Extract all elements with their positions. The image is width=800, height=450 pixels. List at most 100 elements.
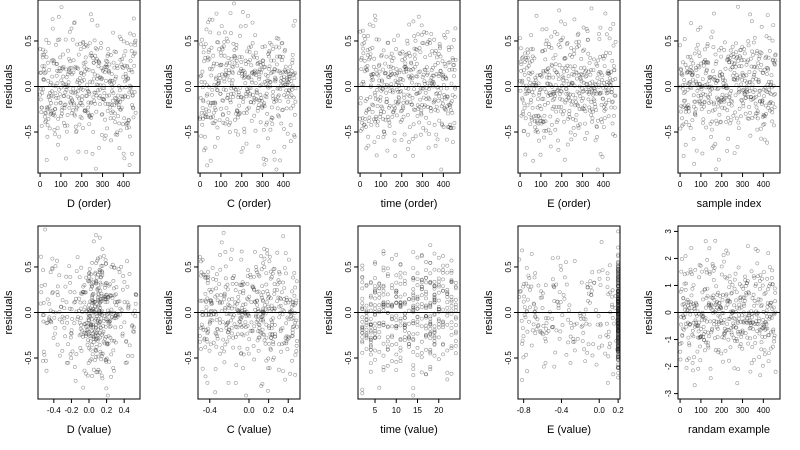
data-point xyxy=(278,303,283,308)
data-point xyxy=(423,90,428,95)
data-point xyxy=(92,329,97,334)
data-point xyxy=(373,117,378,121)
data-point xyxy=(402,70,406,75)
data-point xyxy=(407,336,411,341)
data-point xyxy=(274,44,279,49)
data-point xyxy=(40,64,45,69)
data-point xyxy=(215,88,220,93)
data-point xyxy=(692,355,696,360)
data-point xyxy=(365,48,370,53)
data-point xyxy=(39,105,44,110)
data-point xyxy=(390,114,395,119)
data-point xyxy=(710,296,715,301)
data-point xyxy=(710,108,715,113)
data-point xyxy=(721,331,726,336)
data-point xyxy=(445,263,450,268)
data-point xyxy=(109,352,114,357)
data-point xyxy=(84,324,88,329)
data-point xyxy=(208,342,213,347)
data-point xyxy=(710,127,714,132)
data-point xyxy=(105,109,110,113)
data-point xyxy=(535,118,539,123)
data-point xyxy=(93,53,98,58)
data-point xyxy=(771,327,776,332)
data-point xyxy=(198,96,203,100)
data-point xyxy=(238,95,243,100)
data-point xyxy=(419,111,424,116)
data-point xyxy=(765,326,770,331)
data-point xyxy=(126,118,131,123)
data-point xyxy=(70,99,75,104)
x-tick-label: 20 xyxy=(434,406,443,415)
data-point xyxy=(690,286,695,291)
data-point xyxy=(595,167,600,172)
data-point xyxy=(737,89,742,94)
data-point xyxy=(700,77,705,82)
data-point xyxy=(133,110,138,115)
data-point xyxy=(448,122,453,127)
data-point xyxy=(442,107,447,112)
data-point xyxy=(377,335,382,340)
data-point xyxy=(529,33,534,38)
data-point xyxy=(94,58,99,63)
data-point xyxy=(107,359,112,364)
data-point xyxy=(427,97,432,102)
data-point xyxy=(603,351,608,356)
data-point xyxy=(607,81,612,85)
data-point xyxy=(613,77,618,81)
data-point xyxy=(291,23,296,28)
data-point xyxy=(755,329,760,334)
data-point xyxy=(539,289,544,294)
data-point xyxy=(210,88,215,92)
data-point xyxy=(104,78,108,83)
x-tick-label: 0 xyxy=(678,406,683,415)
data-point xyxy=(280,54,285,59)
data-point xyxy=(280,70,285,75)
data-point xyxy=(381,251,386,256)
data-point xyxy=(96,286,101,291)
data-point xyxy=(115,132,120,137)
data-point xyxy=(380,106,385,111)
data-point xyxy=(680,123,685,128)
data-point xyxy=(428,260,433,265)
data-point xyxy=(755,322,759,326)
data-point xyxy=(264,91,269,96)
data-point xyxy=(133,50,137,55)
data-point xyxy=(685,271,690,276)
data-point xyxy=(104,261,108,266)
x-tick-label: 300 xyxy=(96,180,110,189)
data-point xyxy=(115,63,119,68)
y-tick-label: 0.5 xyxy=(24,261,33,273)
x-tick-label: 300 xyxy=(416,180,430,189)
data-point xyxy=(424,303,428,308)
data-point xyxy=(213,108,218,112)
data-point xyxy=(245,331,250,336)
data-point xyxy=(399,138,404,142)
x-tick-label: -0.4 xyxy=(47,406,61,415)
data-point xyxy=(220,45,225,50)
data-point xyxy=(213,309,218,314)
data-point xyxy=(542,114,547,118)
data-point xyxy=(102,297,107,301)
data-point xyxy=(217,118,222,123)
data-point xyxy=(114,313,118,318)
data-point xyxy=(379,89,384,93)
data-point xyxy=(526,64,531,68)
data-point xyxy=(565,42,569,47)
data-point xyxy=(717,300,722,305)
data-point xyxy=(243,311,248,316)
data-point xyxy=(690,73,695,77)
data-point xyxy=(432,342,437,347)
data-point xyxy=(223,305,228,310)
data-point xyxy=(432,296,437,301)
data-point xyxy=(571,336,576,341)
data-point xyxy=(368,280,373,285)
data-point xyxy=(87,115,92,119)
data-point xyxy=(293,352,298,357)
data-point xyxy=(749,97,754,102)
data-point xyxy=(272,323,277,327)
data-point xyxy=(681,154,686,158)
data-point xyxy=(285,82,290,87)
data-point xyxy=(213,119,218,123)
data-point xyxy=(716,347,721,352)
